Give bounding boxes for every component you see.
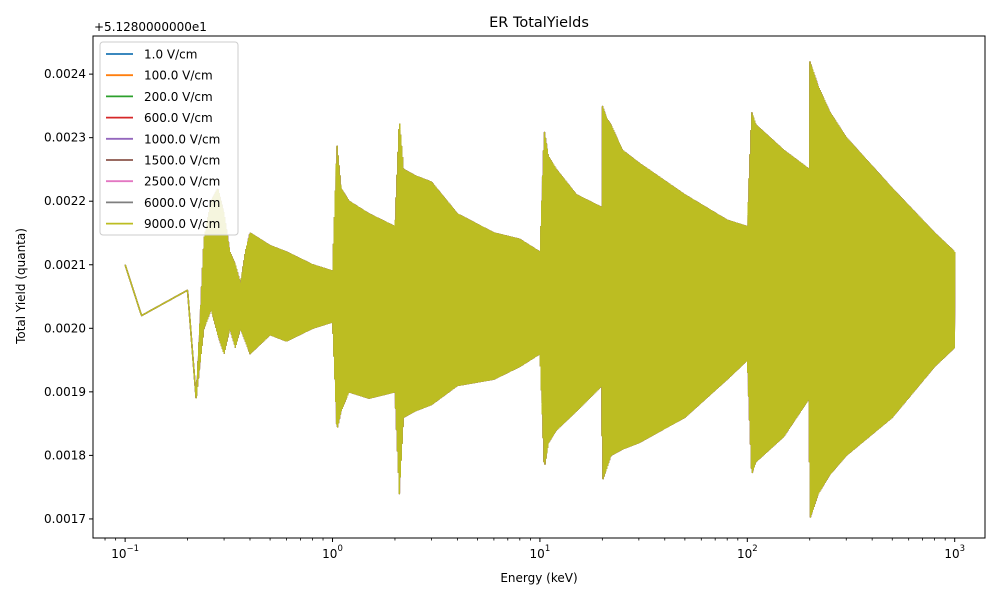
- x-axis-label: Energy (keV): [500, 571, 577, 585]
- plot-area: [124, 61, 956, 518]
- axes-frame: [92, 35, 986, 539]
- chart-title: ER TotalYields: [489, 15, 589, 31]
- y-tick-label: 0.0017: [44, 512, 86, 526]
- x-tick-base: 10: [530, 547, 545, 561]
- legend-label-4: 1000.0 V/cm: [144, 132, 220, 146]
- legend-box: [99, 41, 239, 236]
- legend: 1.0 V/cm 100.0 V/cm 200.0 V/cm 600.0 V/cm 10…: [99, 41, 239, 236]
- series-line-8: [124, 61, 956, 518]
- legend-label-5: 1500.0 V/cm: [144, 154, 220, 168]
- y-tick-label: 0.0023: [44, 131, 86, 145]
- legend-label-6: 2500.0 V/cm: [144, 175, 220, 189]
- legend-label-0: 1.0 V/cm: [144, 48, 197, 62]
- x-tick-base: 10: [322, 547, 337, 561]
- y-tick-label: 0.0022: [44, 194, 86, 208]
- x-tick-label: 10−1: [111, 544, 139, 561]
- x-tick-label: 102: [737, 544, 758, 561]
- x-tick-exponent: 0: [337, 544, 342, 554]
- y-tick-label: 0.0021: [44, 258, 86, 272]
- y-axis-label: Total Yield (quanta): [14, 228, 28, 345]
- x-tick-exponent: 3: [960, 544, 965, 554]
- x-tick-exponent: −1: [127, 544, 140, 554]
- x-tick-label: 100: [322, 544, 343, 561]
- y-tick-label: 0.0020: [44, 321, 86, 335]
- legend-label-1: 100.0 V/cm: [144, 69, 213, 83]
- x-tick-label: 103: [944, 544, 965, 561]
- legend-label-8: 9000.0 V/cm: [144, 217, 220, 231]
- y-offset-label: +5.1280000000e1: [94, 20, 207, 34]
- x-tick-label: 101: [530, 544, 551, 561]
- y-tick-label: 0.0018: [44, 448, 86, 462]
- x-tick-base: 10: [944, 547, 959, 561]
- x-axis-ticks: 10−1 100 101 102 103: [104, 538, 965, 561]
- y-tick-label: 0.0024: [44, 67, 86, 81]
- x-tick-base: 10: [111, 547, 126, 561]
- x-tick-base: 10: [737, 547, 752, 561]
- x-tick-exponent: 1: [545, 544, 550, 554]
- x-tick-exponent: 2: [752, 544, 757, 554]
- legend-label-7: 6000.0 V/cm: [144, 196, 220, 210]
- legend-label-3: 600.0 V/cm: [144, 111, 213, 125]
- y-axis-ticks: 0.0017 0.0018 0.0019 0.0020 0.0021 0.0022 0.00…: [44, 67, 93, 526]
- legend-label-2: 200.0 V/cm: [144, 90, 213, 104]
- y-tick-label: 0.0019: [44, 385, 86, 399]
